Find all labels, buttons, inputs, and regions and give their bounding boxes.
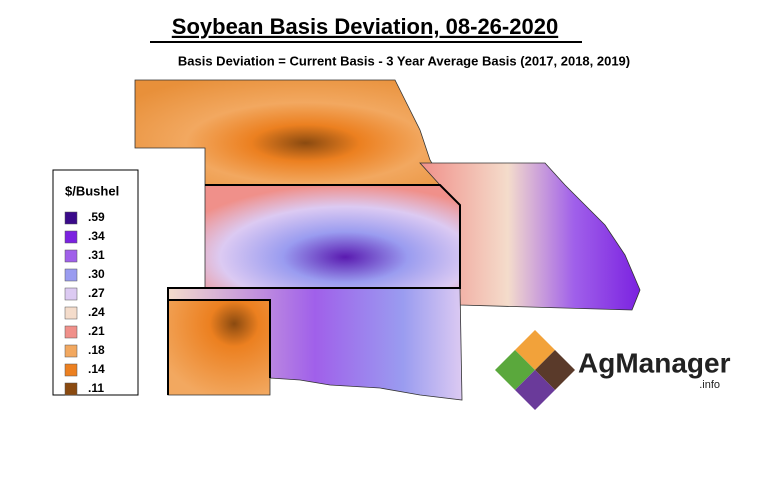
legend-swatch [64,211,78,225]
legend-swatch [64,249,78,263]
legend-label: .11 [88,381,104,395]
legend-swatch [64,287,78,301]
texas-panhandle [167,299,271,396]
logo-name: AgManager [578,347,731,378]
legend: .59 .34 .31 .30 .27 .24 .21 .18 .14 .11 [64,210,105,396]
logo: AgManager .info [495,330,731,410]
legend-label: .24 [88,305,105,319]
legend-label: .27 [88,286,105,300]
subtitle: Basis Deviation = Current Basis - 3 Year… [178,53,630,68]
legend-label: .18 [88,343,105,357]
state-borders [168,299,271,378]
legend-swatch [64,363,78,377]
legend-label: .34 [88,229,105,243]
legend-swatch [64,306,78,320]
logo-suffix: .info [699,379,720,391]
legend-swatch [64,344,78,358]
legend-label: .14 [88,362,105,376]
legend-title: $/Bushel [65,183,119,198]
kansas [204,184,461,289]
legend-box [52,169,139,396]
legend-swatch [64,230,78,244]
logo-diamond [515,370,555,410]
legend-label: .30 [88,267,105,281]
legend-swatch [64,268,78,282]
legend-label: .59 [88,210,105,224]
legend-swatch [64,325,78,339]
legend-label: .21 [88,324,105,338]
legend-swatch [64,382,78,396]
state-borders [167,184,461,395]
legend-label: .31 [88,248,105,262]
map [134,79,641,401]
title: Soybean Basis Deviation, 08-26-2020 [172,14,558,39]
nebraska [134,79,446,186]
